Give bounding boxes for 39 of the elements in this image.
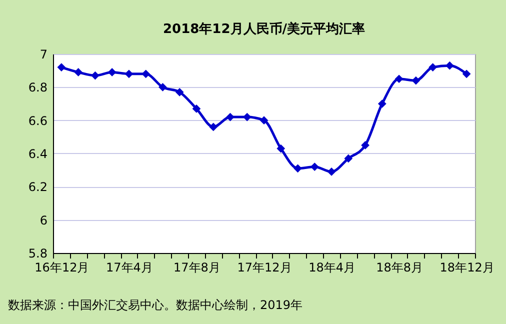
point — [226, 112, 234, 122]
point — [344, 154, 353, 163]
point — [310, 162, 319, 171]
point — [175, 88, 184, 96]
x-tick-label: 17年8月 — [174, 260, 220, 274]
y-tick-label: 6.4 — [28, 147, 48, 161]
x-tick-label: 17年4月 — [106, 260, 153, 274]
point — [327, 168, 336, 176]
point — [209, 122, 218, 132]
point — [378, 100, 386, 108]
point — [124, 70, 134, 78]
source-note: 数据来源：中国外汇交易中心。数据中心绘制，2019年 — [8, 298, 303, 312]
x-tick-label: 17年12月 — [237, 260, 292, 274]
point — [158, 82, 167, 92]
x-tick-label: 18年8月 — [376, 260, 423, 274]
point — [74, 68, 83, 76]
point — [91, 71, 100, 80]
point — [428, 63, 437, 72]
y-tick-label: 6.2 — [28, 180, 48, 194]
y-tick-label: 6.8 — [28, 80, 48, 95]
point — [142, 70, 150, 78]
point — [394, 74, 404, 84]
y-tick-label: 6.6 — [28, 114, 48, 128]
chart-title: 2018年12月人民币/美元平均汇率 — [162, 21, 366, 37]
x-tick-label: 18年4月 — [308, 260, 356, 274]
point — [260, 116, 268, 125]
y-tick-label: 5.8 — [28, 246, 48, 260]
y-tick-label: 6 — [40, 213, 48, 228]
point — [412, 76, 420, 85]
y-tick-label: 7 — [40, 48, 48, 62]
point — [276, 144, 286, 153]
x-tick-label: 18年12月 — [440, 260, 494, 274]
point — [108, 68, 116, 76]
point — [192, 104, 201, 113]
point — [361, 141, 370, 150]
x-tick-label: 16年12月 — [34, 260, 90, 274]
point — [57, 63, 66, 72]
point — [462, 70, 471, 78]
point — [294, 164, 302, 173]
